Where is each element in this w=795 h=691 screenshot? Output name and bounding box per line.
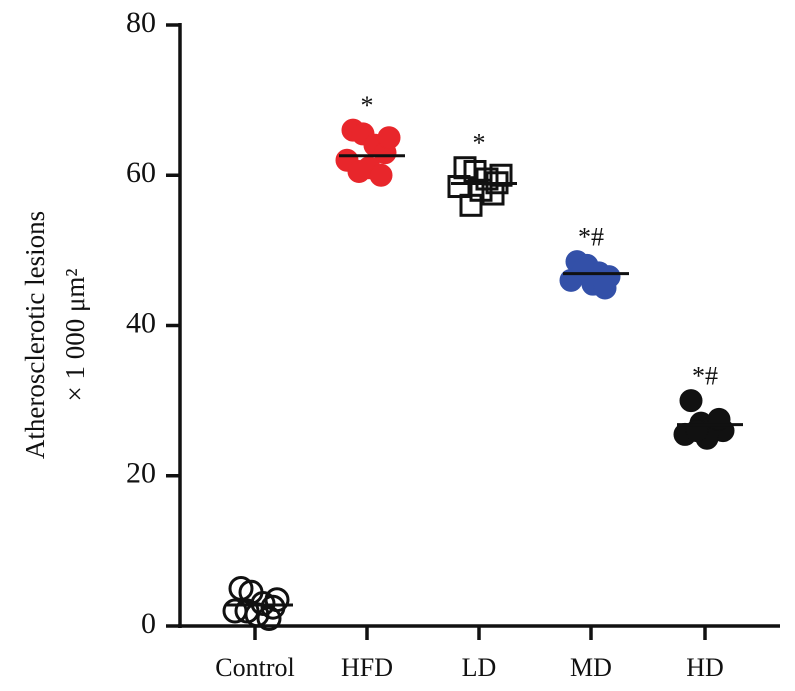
y-tick-label: 60 [126,156,156,189]
point [447,175,471,199]
annotation: *# [692,362,718,391]
point [685,419,709,443]
y-label-line: × 1 000 μm² [60,268,90,401]
point [571,257,595,281]
y-tick-label: 40 [126,306,156,339]
point [234,598,260,624]
point [347,159,371,183]
x-tick-label: Control [215,653,294,682]
x-tick-label: LD [462,653,497,682]
point [489,163,513,187]
point [459,193,483,217]
x-tick-label: HD [686,653,724,682]
point [377,126,401,150]
y-axis-label: Atherosclerotic lesions × 1 000 μm² [20,211,90,459]
y-tick-label: 20 [126,457,156,490]
y-label-line: Atherosclerotic lesions [20,211,50,459]
point [264,587,290,613]
annotation: * [473,129,486,158]
point [593,276,617,300]
x-tick-label: HFD [341,653,393,682]
y-tick-label: 0 [141,607,156,640]
x-tick-label: MD [570,653,612,682]
point [369,163,393,187]
point [679,389,703,413]
point [707,407,731,431]
y-tick-label: 80 [126,6,156,39]
annotation: * [361,91,374,120]
annotation: *# [578,223,604,252]
